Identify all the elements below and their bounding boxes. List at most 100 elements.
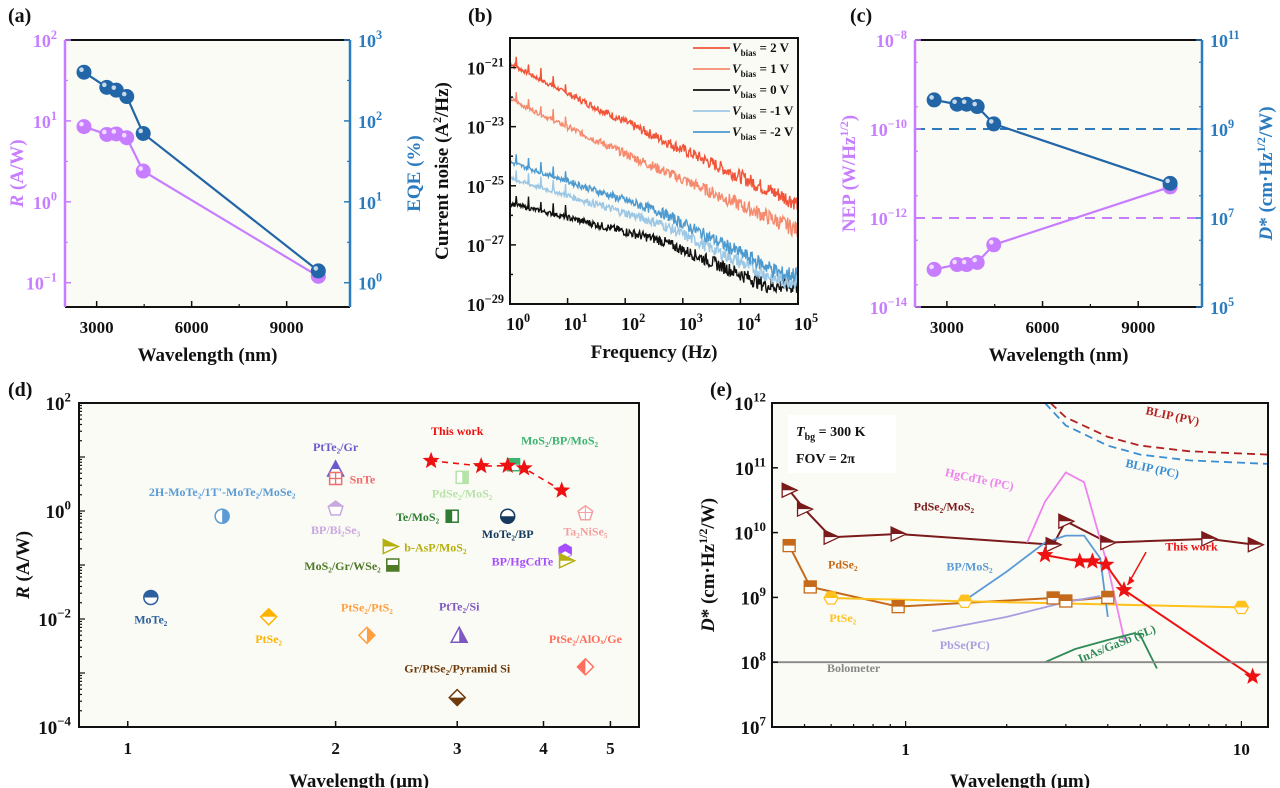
d-marker-pentagon-cross bbox=[577, 504, 594, 521]
d-x-tick-label: 3 bbox=[453, 739, 462, 758]
c-right-tick-label: 1011 bbox=[1210, 28, 1240, 51]
b-x-tick-label: 103 bbox=[679, 311, 703, 334]
c-x-axis-title: Wavelength (nm) bbox=[989, 345, 1129, 366]
e-inset-fov: FOV = 2π bbox=[796, 452, 855, 467]
e-y-tick-label: 108 bbox=[741, 649, 767, 675]
a-r-point bbox=[76, 119, 92, 135]
c-d-point-highlight bbox=[961, 99, 967, 105]
e-series-blip-pv--line bbox=[1049, 403, 1268, 456]
b-legend-label: Vbias = -1 V bbox=[732, 103, 794, 121]
c-x-tick-label: 9000 bbox=[1121, 318, 1155, 337]
b-legend-label: Vbias = 2 V bbox=[732, 40, 790, 58]
d-point-label: MoTe₂ bbox=[134, 613, 168, 627]
c-d-point-highlight bbox=[952, 99, 957, 105]
e-marker-star bbox=[1115, 581, 1133, 598]
e-marker-triangle-fill bbox=[1046, 537, 1062, 545]
e-label-pdse2_mos2: PdSe₂/MoS₂ bbox=[914, 499, 975, 513]
d-this-work-label: This work bbox=[431, 424, 484, 438]
c-d-point-highlight bbox=[988, 119, 994, 124]
d-y-axis-title: R (A/W) bbox=[13, 531, 34, 600]
panel-label-c: (c) bbox=[850, 5, 872, 27]
panel-label-d: (d) bbox=[8, 379, 32, 401]
c-nep-point-highlight bbox=[988, 239, 994, 245]
d-marker-fill bbox=[446, 510, 453, 523]
c-left-tick-label: 10−12 bbox=[870, 206, 907, 229]
a-eqe-point bbox=[76, 64, 92, 80]
e-series-pbse-pc--line bbox=[932, 595, 1101, 633]
d-point-label: PtTe₂/Si bbox=[439, 599, 480, 613]
e-inset-box bbox=[788, 415, 896, 473]
a-eqe-point-highlight bbox=[313, 266, 319, 271]
c-nep-point-highlight bbox=[929, 264, 934, 270]
c-nep-point-highlight bbox=[952, 259, 957, 265]
d-y-tick-label: 100 bbox=[46, 497, 71, 523]
c-d-point bbox=[986, 116, 1002, 132]
d-y-tick-label: 10−4 bbox=[38, 713, 71, 739]
b-legend-label: Vbias = 1 V bbox=[732, 61, 790, 79]
c-d-point-highlight bbox=[929, 95, 934, 100]
b-y-axis-title: Current noise (A2/Hz) bbox=[430, 82, 453, 260]
d-marker-diamond-half-left bbox=[576, 657, 595, 676]
d-marker-fill bbox=[559, 553, 575, 561]
a-right-tick-label: 103 bbox=[358, 28, 382, 51]
d-this-work-star bbox=[515, 459, 533, 476]
d-marker-fill bbox=[386, 565, 399, 571]
e-marker-hexagon-fill bbox=[1234, 601, 1249, 608]
d-marker-fill bbox=[366, 627, 375, 644]
c-right-tick-label: 105 bbox=[1210, 295, 1234, 318]
a-right-axis-title: EQE (%) bbox=[404, 135, 425, 212]
a-right-tick-label: 101 bbox=[358, 190, 382, 213]
c-nep-point-body bbox=[926, 261, 942, 277]
b-x-axis-title: Frequency (Hz) bbox=[591, 342, 718, 363]
b-legend-item: Vbias = -2 V bbox=[693, 124, 794, 142]
e-marker-triangle-fill bbox=[782, 483, 798, 491]
e-marker-square-fill bbox=[1047, 591, 1060, 598]
c-nep-point bbox=[969, 255, 985, 270]
c-d-point-highlight bbox=[1165, 178, 1170, 184]
d-marker-fill bbox=[260, 608, 277, 617]
chart-b-current-noise: 100 101 102 103 104 105 10−21 10−23 10−25 10−27 10… bbox=[430, 37, 818, 363]
c-d-point bbox=[926, 92, 942, 108]
a-x-tick-label: 3000 bbox=[80, 318, 114, 337]
d-marker-fill bbox=[222, 509, 230, 524]
e-marker-square-fill bbox=[892, 600, 905, 607]
e-label-this_work: This work bbox=[1165, 539, 1218, 553]
a-r-point-highlight bbox=[79, 121, 84, 127]
b-x-tick-label: 101 bbox=[564, 311, 588, 334]
e-y-tick-label: 1012 bbox=[734, 389, 766, 415]
b-legend-item: Vbias = 0 V bbox=[693, 82, 790, 100]
c-left-tick-label: 10−14 bbox=[870, 295, 907, 318]
e-marker-star bbox=[1071, 552, 1089, 569]
d-point-label: PtSe₂/PtS₂ bbox=[341, 600, 393, 614]
d-marker-triangle-right bbox=[382, 538, 401, 555]
b-y-tick-label: 10−21 bbox=[467, 55, 504, 78]
d-x-tick-label: 1 bbox=[123, 739, 132, 758]
c-d-point bbox=[969, 99, 985, 115]
a-eqe-point-highlight bbox=[102, 82, 107, 88]
b-legend-item: Vbias = -1 V bbox=[693, 103, 794, 121]
e-marker-star bbox=[1244, 667, 1262, 684]
d-point-label: Gr/PtSe₂/Pyramid Si bbox=[404, 662, 511, 676]
e-x-tick-label: 1 bbox=[901, 740, 910, 759]
d-this-work-line bbox=[431, 460, 563, 492]
b-x-tick-label: 102 bbox=[621, 311, 645, 334]
d-marker-fill bbox=[328, 501, 343, 507]
d-marker-fill bbox=[459, 627, 468, 643]
a-r-point-body bbox=[119, 130, 135, 146]
panel-label-a: (a) bbox=[8, 5, 31, 27]
d-marker-fill bbox=[143, 590, 158, 598]
e-x-axis-title: Wavelength (μm) bbox=[950, 771, 1090, 788]
b-series-line-1 bbox=[509, 92, 799, 239]
a-r-point-body bbox=[135, 163, 151, 179]
b-series-line-4 bbox=[509, 154, 799, 284]
d-marker-fill bbox=[577, 658, 586, 675]
b-legend-item: Vbias = 1 V bbox=[693, 61, 790, 79]
a-left-tick-label: 10−1 bbox=[26, 271, 57, 294]
d-marker-circle-half-top bbox=[143, 589, 159, 606]
d-marker-square-half-left bbox=[445, 509, 459, 523]
e-label-pbse: PbSe(PC) bbox=[940, 638, 990, 652]
a-left-tick-label: 101 bbox=[33, 109, 57, 132]
a-x-tick-label: 6000 bbox=[175, 318, 209, 337]
c-nep-point-highlight bbox=[972, 257, 977, 263]
chart-a-responsivity-eqe: 3000 6000 9000 10−1 100 101 102 100 101 102 103 Wav… bbox=[7, 28, 425, 366]
